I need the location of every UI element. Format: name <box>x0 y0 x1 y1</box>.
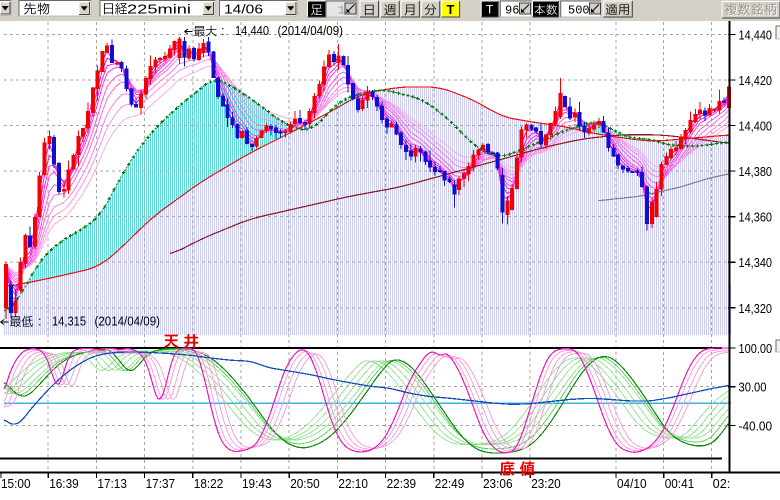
svg-text:22:10: 22:10 <box>338 477 368 491</box>
svg-text:17:13: 17:13 <box>97 477 127 491</box>
svg-text::: : <box>38 315 41 329</box>
svg-text:14,440: 14,440 <box>739 29 773 43</box>
svg-text:14,380: 14,380 <box>739 165 773 179</box>
svg-text:1: 1 <box>338 4 345 18</box>
svg-text:96: 96 <box>505 4 519 18</box>
svg-text:(2014/04/09): (2014/04/09) <box>95 315 161 329</box>
svg-text:22:39: 22:39 <box>387 477 417 491</box>
svg-text:15:00: 15:00 <box>1 477 31 491</box>
svg-text:00:41: 00:41 <box>665 477 695 491</box>
svg-text:30.00: 30.00 <box>739 381 767 395</box>
svg-text:100.00: 100.00 <box>739 342 773 356</box>
svg-text:14/06: 14/06 <box>224 2 263 17</box>
svg-text:19:43: 19:43 <box>242 477 272 491</box>
svg-text:T: T <box>486 3 494 17</box>
svg-text:(2014/04/09): (2014/04/09) <box>278 24 344 38</box>
svg-text:23:06: 23:06 <box>483 477 513 491</box>
svg-text:04/10: 04/10 <box>617 477 647 491</box>
svg-text::: : <box>221 24 224 38</box>
svg-text:500: 500 <box>568 4 590 18</box>
svg-text:17:37: 17:37 <box>146 477 176 491</box>
svg-text:20:50: 20:50 <box>290 477 320 491</box>
svg-text:14,315: 14,315 <box>52 315 86 329</box>
svg-text:16:39: 16:39 <box>49 477 79 491</box>
svg-text:14,320: 14,320 <box>739 302 773 316</box>
svg-text:14,340: 14,340 <box>739 256 773 270</box>
svg-text:14,360: 14,360 <box>739 211 773 225</box>
svg-text:23:20: 23:20 <box>531 477 561 491</box>
svg-text:18:22: 18:22 <box>194 477 224 491</box>
svg-text:225mini: 225mini <box>127 2 191 17</box>
svg-text:-40.00: -40.00 <box>739 419 773 433</box>
svg-text:14,440: 14,440 <box>235 24 269 38</box>
svg-text:02:: 02: <box>713 477 731 491</box>
svg-text:T: T <box>447 2 455 17</box>
svg-text:22:49: 22:49 <box>435 477 465 491</box>
svg-text:14,400: 14,400 <box>739 120 773 134</box>
svg-text:14,420: 14,420 <box>739 74 773 88</box>
